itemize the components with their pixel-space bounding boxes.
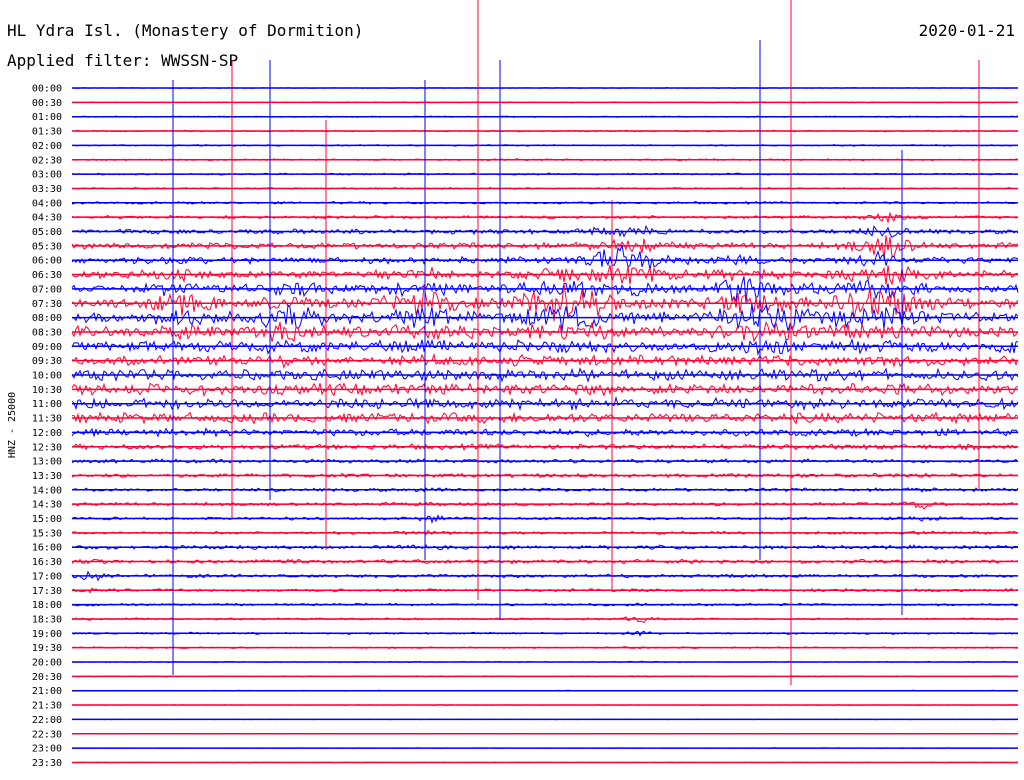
trace-line <box>71 382 1019 398</box>
time-label: 20:30 <box>32 672 62 683</box>
time-label: 22:00 <box>32 715 62 726</box>
time-label: 10:30 <box>32 385 62 396</box>
time-label: 05:30 <box>32 241 62 252</box>
time-label: 06:00 <box>32 256 62 267</box>
time-label: 17:00 <box>32 571 62 582</box>
time-label: 10:00 <box>32 371 62 382</box>
trace-line <box>71 284 1019 322</box>
time-label: 16:30 <box>32 557 62 568</box>
time-label: 07:30 <box>32 299 62 310</box>
station-title: HL Ydra Isl. (Monastery of Dormition) <box>7 21 363 40</box>
time-label: 08:30 <box>32 327 62 338</box>
time-label: 21:00 <box>32 686 62 697</box>
time-label: 02:30 <box>32 155 62 166</box>
time-label: 13:30 <box>32 471 62 482</box>
trace-line <box>71 501 1019 510</box>
time-label-group: 00:00 00:30 01:00 01:30 02:00 02:30 03:00 03:30… <box>32 84 62 769</box>
time-label: 03:00 <box>32 170 62 181</box>
trace-line <box>71 337 1019 356</box>
time-label: 12:00 <box>32 428 62 439</box>
trace-line <box>71 264 1019 286</box>
time-label: 19:30 <box>32 643 62 654</box>
trace-line <box>71 616 1019 624</box>
time-label: 09:00 <box>32 342 62 353</box>
channel-label: HNZ - 25000 <box>7 392 18 458</box>
trace-group <box>71 0 1019 764</box>
time-label: 04:00 <box>32 198 62 209</box>
time-label: 07:00 <box>32 284 62 295</box>
time-label: 22:30 <box>32 729 62 740</box>
time-label: 05:00 <box>32 227 62 238</box>
time-label: 23:30 <box>32 758 62 769</box>
trace-line <box>71 276 1019 303</box>
trace-line <box>71 235 1019 260</box>
time-label: 00:00 <box>32 84 62 95</box>
time-label: 16:00 <box>32 543 62 554</box>
time-label: 03:30 <box>32 184 62 195</box>
time-label: 14:30 <box>32 500 62 511</box>
time-label: 13:00 <box>32 457 62 468</box>
filter-label: Applied filter: WWSSN-SP <box>7 51 238 70</box>
time-label: 23:00 <box>32 744 62 755</box>
time-label: 15:00 <box>32 514 62 525</box>
time-label: 17:30 <box>32 586 62 597</box>
time-label: 11:30 <box>32 414 62 425</box>
time-label: 12:30 <box>32 442 62 453</box>
time-label: 18:00 <box>32 600 62 611</box>
time-label: 06:30 <box>32 270 62 281</box>
time-label: 20:00 <box>32 658 62 669</box>
time-label: 01:00 <box>32 112 62 123</box>
time-label: 04:30 <box>32 213 62 224</box>
time-label: 01:30 <box>32 127 62 138</box>
time-label: 14:00 <box>32 485 62 496</box>
time-label: 15:30 <box>32 528 62 539</box>
trace-line <box>71 395 1019 412</box>
trace-line <box>71 243 1019 271</box>
time-label: 21:30 <box>32 701 62 712</box>
trace-line <box>71 367 1019 383</box>
time-label: 00:30 <box>32 98 62 109</box>
time-label: 19:00 <box>32 629 62 640</box>
time-label: 11:00 <box>32 399 62 410</box>
time-label: 18:30 <box>32 614 62 625</box>
time-label: 02:00 <box>32 141 62 152</box>
time-label: 09:30 <box>32 356 62 367</box>
time-label: 08:00 <box>32 313 62 324</box>
date-label: 2020-01-21 <box>919 21 1015 40</box>
